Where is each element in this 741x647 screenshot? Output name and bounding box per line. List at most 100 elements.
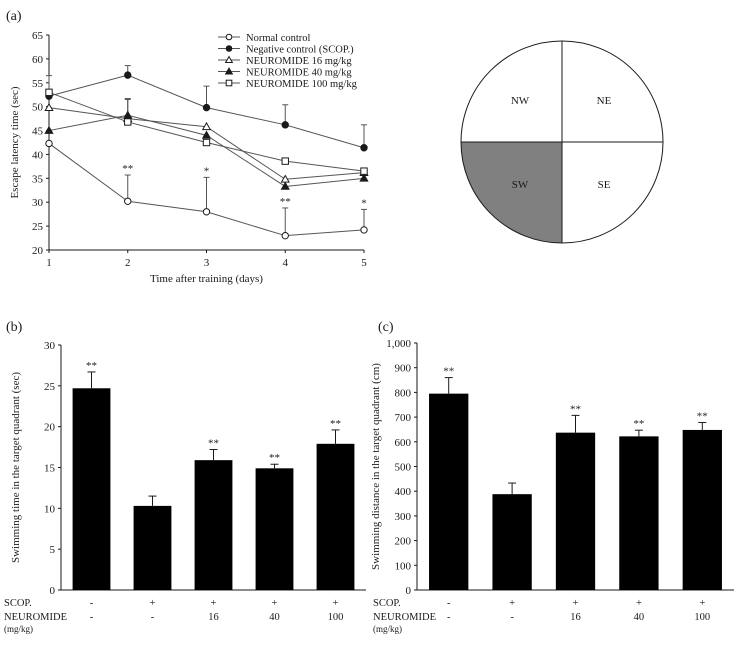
legend-label: NEUROMIDE 16 mg/kg bbox=[246, 56, 352, 67]
neuromide-cell: - bbox=[447, 612, 451, 623]
significance-label: ** bbox=[633, 418, 644, 430]
neuromide-unit-label: (mg/kg) bbox=[4, 624, 33, 634]
data-point bbox=[44, 102, 54, 111]
y-tick-label: 0 bbox=[406, 585, 412, 597]
y-tick-label: 65 bbox=[32, 30, 44, 42]
scop-row-label: SCOP. bbox=[373, 598, 401, 609]
data-point bbox=[201, 121, 212, 131]
data-point bbox=[45, 88, 53, 97]
scop-cell: + bbox=[211, 598, 217, 609]
significance-label: ** bbox=[280, 196, 291, 208]
neuromide-cell: - bbox=[90, 612, 94, 623]
scop-cell: + bbox=[699, 598, 705, 609]
legend-label: Normal control bbox=[246, 33, 311, 44]
scop-cell: + bbox=[573, 598, 579, 609]
neuromide-cell: 100 bbox=[694, 612, 710, 623]
significance-label: ** bbox=[86, 360, 97, 372]
panel-label-a: (a) bbox=[6, 9, 22, 24]
y-tick-label: 60 bbox=[32, 54, 44, 66]
quadrant-label: NW bbox=[511, 95, 530, 107]
neuromide-cell: 16 bbox=[208, 612, 219, 623]
y-tick-label: 30 bbox=[32, 197, 44, 209]
bar bbox=[255, 468, 294, 590]
bar bbox=[682, 429, 722, 590]
significance-label: * bbox=[204, 165, 210, 177]
y-axis-title: Swimming time in the target quadrant (se… bbox=[10, 372, 22, 563]
y-axis-title: Swimming distance in the target quadrant… bbox=[370, 363, 382, 570]
data-point bbox=[280, 181, 290, 190]
data-point bbox=[123, 110, 133, 119]
y-tick-label: 800 bbox=[395, 387, 412, 399]
scop-cell: + bbox=[509, 598, 515, 609]
y-tick-label: 15 bbox=[44, 463, 56, 475]
y-tick-label: 100 bbox=[395, 560, 412, 572]
y-tick-label: 700 bbox=[395, 412, 412, 424]
scop-row-label: SCOP. bbox=[4, 598, 32, 609]
y-tick-label: 20 bbox=[32, 245, 44, 257]
y-tick-label: 25 bbox=[32, 221, 44, 233]
y-tick-label: 900 bbox=[395, 363, 412, 375]
scop-cell: - bbox=[90, 598, 94, 609]
legend-label: NEUROMIDE 40 mg/kg bbox=[246, 68, 352, 79]
data-point bbox=[124, 118, 132, 126]
series-4 bbox=[44, 98, 369, 190]
y-tick-label: 400 bbox=[395, 486, 412, 498]
significance-label: ** bbox=[208, 438, 219, 450]
y-tick-label: 300 bbox=[395, 511, 412, 523]
bar bbox=[316, 443, 355, 590]
significance-label: ** bbox=[697, 411, 708, 423]
panel-label-b: (b) bbox=[6, 320, 23, 335]
neuromide-unit-label: (mg/kg) bbox=[373, 624, 402, 634]
series-1: ** *** * bbox=[45, 139, 368, 240]
data-point bbox=[201, 130, 212, 139]
scop-cell: + bbox=[636, 598, 642, 609]
x-tick-label: 2 bbox=[125, 257, 131, 269]
data-point bbox=[360, 226, 368, 234]
y-tick-label: 45 bbox=[32, 126, 44, 138]
bar bbox=[492, 494, 532, 590]
significance-label: ** bbox=[570, 403, 581, 415]
y-tick-label: 20 bbox=[44, 422, 56, 434]
data-point bbox=[281, 231, 289, 240]
x-tick-label: 3 bbox=[204, 257, 210, 269]
data-point bbox=[359, 173, 369, 182]
bar bbox=[133, 505, 172, 590]
data-point bbox=[202, 208, 211, 216]
scop-cell: - bbox=[447, 598, 451, 609]
x-tick-label: 4 bbox=[283, 257, 289, 269]
y-tick-label: 40 bbox=[32, 149, 44, 161]
y-axis-title: Escape latency time (sec) bbox=[9, 86, 21, 198]
neuromide-row-label: NEUROMIDE bbox=[4, 612, 67, 623]
y-tick-label: 200 bbox=[395, 536, 412, 548]
data-point bbox=[44, 125, 54, 134]
y-tick-label: 5 bbox=[50, 544, 56, 556]
bar bbox=[194, 460, 233, 590]
bar bbox=[429, 393, 469, 590]
significance-label: ** bbox=[443, 366, 454, 378]
neuromide-cell: 40 bbox=[634, 612, 645, 623]
data-point bbox=[224, 67, 234, 75]
significance-label: ** bbox=[122, 163, 133, 175]
y-tick-label: 10 bbox=[44, 503, 56, 515]
data-point bbox=[124, 71, 132, 79]
scop-cell: + bbox=[333, 598, 339, 609]
quadrant-label: NE bbox=[597, 95, 612, 107]
bar bbox=[72, 388, 111, 590]
x-axis-title: Time after training (days) bbox=[150, 273, 263, 285]
neuromide-cell: - bbox=[151, 612, 155, 623]
data-point bbox=[202, 138, 211, 147]
x-tick-label: 5 bbox=[361, 257, 367, 269]
quadrant-label: SW bbox=[512, 179, 529, 191]
data-point bbox=[225, 33, 233, 41]
y-tick-label: 50 bbox=[32, 102, 44, 114]
y-tick-label: 25 bbox=[44, 381, 56, 393]
target-quadrant bbox=[461, 142, 562, 243]
quadrant-label: SE bbox=[598, 179, 611, 191]
panel-label-c: (c) bbox=[378, 320, 394, 335]
y-tick-label: 500 bbox=[395, 462, 412, 474]
significance-label: ** bbox=[269, 452, 280, 464]
neuromide-cell: 16 bbox=[570, 612, 581, 623]
data-point bbox=[225, 79, 233, 87]
y-tick-label: 600 bbox=[395, 437, 412, 449]
